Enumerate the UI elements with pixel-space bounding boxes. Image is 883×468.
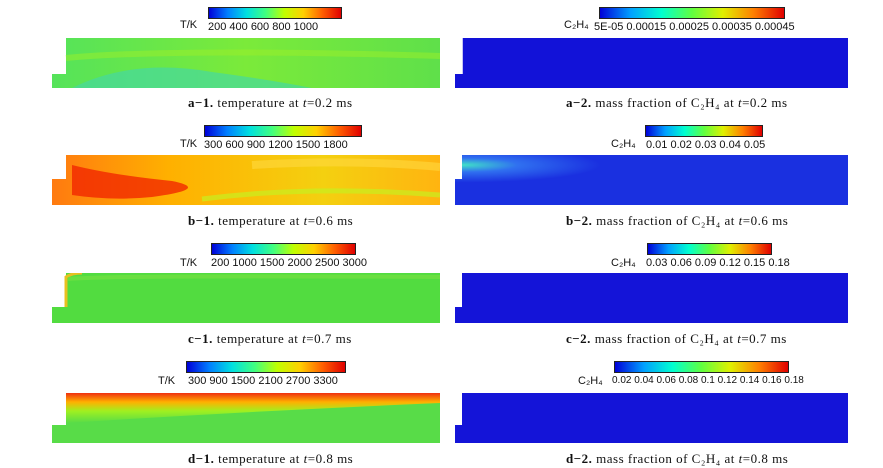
caption: a−2. mass fraction of C₂H₄ at t=0.2 ms (566, 95, 788, 111)
colorbar-label: T/K (180, 19, 198, 31)
colorbar (599, 7, 785, 19)
colorbar-label: C₂H₄ (611, 257, 636, 269)
caption-id: d−2. (566, 451, 593, 466)
caption-text: mass fraction of C₂H₄ at (595, 95, 738, 110)
colorbar (186, 361, 346, 373)
caption: b−2. mass fraction of C₂H₄ at t=0.6 ms (566, 213, 788, 229)
c2h4-field (455, 155, 848, 205)
caption-value: =0.6 ms (307, 213, 354, 228)
colorbar (208, 7, 342, 19)
caption-text: temperature at (218, 451, 304, 466)
colorbar-ticks: 200 400 600 800 1000 (208, 21, 319, 33)
caption-value: =0.7 ms (741, 331, 787, 346)
colorbar (647, 243, 772, 255)
temperature-field (52, 38, 440, 88)
caption: c−2. mass fraction of C₂H₄ at t=0.7 ms (566, 331, 787, 347)
colorbar-ticks: 0.03 0.06 0.09 0.12 0.15 0.18 (646, 257, 790, 269)
caption-id: b−1. (188, 213, 215, 228)
caption-id: c−2. (566, 331, 591, 346)
caption-id: d−1. (188, 451, 215, 466)
colorbar-label: T/K (180, 138, 198, 150)
colorbar-label: C₂H₄ (564, 19, 589, 31)
caption: c−1. temperature at t=0.7 ms (188, 331, 352, 347)
colorbar (204, 125, 362, 137)
colorbar-label: T/K (180, 257, 198, 269)
colorbar (645, 125, 763, 137)
colorbar (614, 361, 789, 373)
caption: a−1. temperature at t=0.2 ms (188, 95, 353, 111)
caption-var: t (738, 451, 743, 466)
caption-var: t (737, 95, 743, 110)
caption-value: =0.8 ms (307, 451, 354, 466)
caption-id: b−2. (566, 213, 593, 228)
caption-text: temperature at (218, 213, 304, 228)
caption-value: =0.6 ms (742, 213, 789, 228)
temperature-field (52, 155, 440, 205)
caption-var: t (303, 213, 308, 228)
caption-text: temperature at (217, 95, 303, 110)
caption-value: =0.2 ms (307, 95, 353, 110)
colorbar-label: C₂H₄ (611, 138, 636, 150)
caption-text: temperature at (216, 331, 303, 346)
colorbar-ticks: 0.01 0.02 0.03 0.04 0.05 (646, 139, 766, 151)
caption-var: t (302, 331, 307, 346)
caption: d−1. temperature at t=0.8 ms (188, 451, 353, 467)
caption-value: =0.7 ms (306, 331, 352, 346)
caption-id: c−1. (188, 331, 213, 346)
caption-var: t (302, 95, 308, 110)
colorbar (211, 243, 356, 255)
caption-text: mass fraction of C₂H₄ at (594, 331, 738, 346)
caption-var: t (737, 331, 742, 346)
caption-text: mass fraction of C₂H₄ at (596, 451, 739, 466)
colorbar-ticks: 5E-05 0.00015 0.00025 0.00035 0.00045 (594, 21, 795, 33)
caption-var: t (303, 451, 308, 466)
caption-var: t (738, 213, 743, 228)
caption: d−2. mass fraction of C₂H₄ at t=0.8 ms (566, 451, 788, 467)
caption-id: a−1. (188, 95, 214, 110)
c2h4-field (455, 393, 848, 443)
colorbar-ticks: 200 1000 1500 2000 2500 3000 (211, 257, 367, 269)
colorbar-label: T/K (158, 375, 176, 387)
caption-value: =0.8 ms (742, 451, 789, 466)
c2h4-field (455, 273, 848, 323)
caption: b−1. temperature at t=0.6 ms (188, 213, 353, 229)
colorbar-ticks: 300 600 900 1200 1500 1800 (204, 139, 348, 151)
temperature-field (52, 393, 440, 443)
c2h4-field (455, 38, 848, 88)
colorbar-ticks: 300 900 1500 2100 2700 3300 (188, 375, 338, 387)
caption-value: =0.2 ms (742, 95, 788, 110)
colorbar-ticks: 0.02 0.04 0.06 0.08 0.1 0.12 0.14 0.16 0… (612, 375, 804, 386)
caption-id: a−2. (566, 95, 592, 110)
colorbar-label: C₂H₄ (578, 375, 603, 387)
caption-text: mass fraction of C₂H₄ at (596, 213, 739, 228)
temperature-field (52, 273, 440, 323)
